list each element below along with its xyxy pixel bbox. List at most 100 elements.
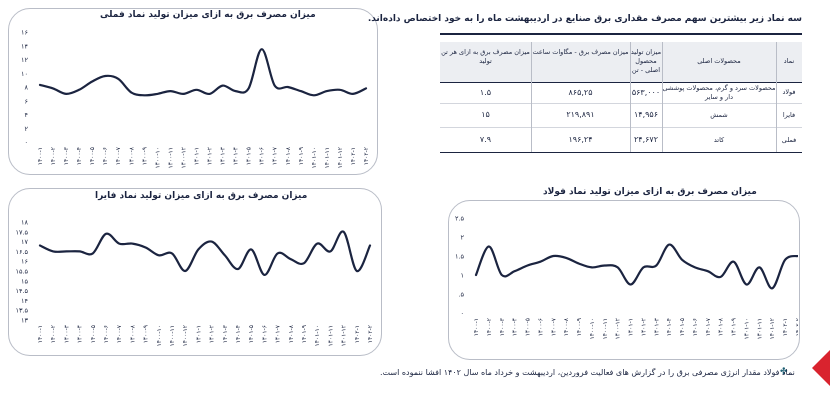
y-tick-label: ۶ <box>25 97 29 105</box>
x-tick-label: ۱۴۰۰-۳ <box>499 317 506 336</box>
x-tick-label: ۱۴۰۰-۹ <box>143 325 150 343</box>
x-tick-label: ۱۴۰۱-۹ <box>301 325 308 343</box>
x-tick-label: ۱۴۰۱-۱ <box>195 325 202 343</box>
table-cell-consumption: ۱۹۶,۲۴ <box>568 135 593 144</box>
x-tick-label: ۱۴۰۱-۴ <box>233 147 240 165</box>
x-tick-label: ۱۴۰۱-۹ <box>731 318 738 336</box>
x-tick-label: ۱۴۰۰-۱۲ <box>182 325 189 347</box>
x-tick-label: ۱۴۰۱-۷ <box>275 324 282 343</box>
y-tick-label: ۱۶ <box>21 29 28 37</box>
faira-series-line <box>38 230 372 276</box>
table-col-divider <box>662 42 663 152</box>
x-tick-label: ۱۴۰۰-۱۰ <box>589 318 596 340</box>
y-tick-label: ۱۵ <box>21 277 28 285</box>
table-header-cell: میزان تولید محصول اصلی - تن <box>630 48 662 74</box>
x-tick-label: ۱۴۰۱-۱۲ <box>337 147 344 169</box>
x-tick-label: ۱۴۰۰-۶ <box>103 325 110 343</box>
x-tick-label: ۱۴۰۱-۱۱ <box>756 318 763 340</box>
x-tick-label: ۱۴۰۱-۵ <box>679 318 686 336</box>
x-tick-label: ۱۴۰۱-۹ <box>298 147 305 165</box>
x-tick-label: ۱۴۰۰-۹ <box>576 318 583 336</box>
table-cell-product: کاتد <box>713 136 725 144</box>
table-col-divider <box>776 42 777 152</box>
table-row-divider <box>440 127 802 128</box>
table-header-cell: نماد <box>783 57 795 65</box>
y-tick-label: ۱۷ <box>21 238 28 246</box>
x-tick-label: ۱۴۰۰-۱۱ <box>169 325 176 347</box>
chart-fameli: ۰ ۲ ۴ ۶ ۸ ۱۰ ۱۲ ۱۴ ۱۶ ۱۴۰۰-۱ ۱۴۰۰-۲ ۱۴۰۰-۳ ۱۴۰۰-۴ ۱۴۰… <box>21 29 370 169</box>
x-tick-label: ۱۴۰۱-۷ <box>272 146 279 165</box>
x-tick-label: ۱۴۰۱-۳ <box>220 146 227 165</box>
y-tick-label: ۰ <box>461 310 465 318</box>
x-tick-label: ۱۴۰۱-۱۱ <box>327 325 334 347</box>
table-caption: سه نماد زیر بیشترین سهم مصرف مقداری برق … <box>367 14 802 24</box>
x-tick-label: ۱۴۰۰-۱ <box>37 147 44 165</box>
x-tick-label: ۱۴۰۱-۱۱ <box>324 147 331 169</box>
x-tick-label: ۱۴۰۰-۸ <box>129 324 136 343</box>
chart-panel-faira <box>8 188 382 356</box>
y-tick-label: ۴ <box>25 111 29 119</box>
x-tick-label: ۱۴۰۰-۵ <box>89 147 96 165</box>
x-tick-label: ۱۴۰۱-۶ <box>259 147 266 165</box>
chart-title-foolad: میزان مصرف برق به ازای میزان تولید نماد … <box>543 187 757 197</box>
x-tick-label: ۱۴۰۲-۱ <box>354 325 361 343</box>
x-tick-label: ۱۴۰۰-۳ <box>63 146 70 165</box>
x-tick-label: ۱۴۰۱-۳ <box>653 317 660 336</box>
table-cell-per-ton: ۱۵ <box>481 110 490 119</box>
x-tick-label: ۱۴۰۱-۲ <box>209 325 216 343</box>
table-row-divider <box>440 103 802 104</box>
x-tick-label: ۱۴۰۰-۶ <box>537 318 544 336</box>
x-tick-label: ۱۴۰۰-۱۲ <box>615 318 622 340</box>
table-cell-per-ton: ۱.۵ <box>479 88 492 97</box>
x-tick-label: ۱۴۰۰-۲ <box>486 318 493 336</box>
table-cell-symbol: فایرا <box>782 111 796 119</box>
x-tick-label: ۱۴۰۱-۶ <box>261 325 268 343</box>
x-tick-label: ۱۴۰۰-۱۱ <box>602 318 609 340</box>
y-tick-label: ۰ <box>25 139 29 147</box>
page-corner-marker <box>812 350 830 386</box>
y-tick-label: ۱۶ <box>21 258 28 266</box>
y-tick-label: ۱۶.۵ <box>15 248 28 256</box>
x-tick-label: ۱۴۰۰-۱۰ <box>156 325 163 347</box>
y-tick-label: ۸ <box>25 84 29 92</box>
y-tick-label: ۱۴ <box>21 297 28 305</box>
x-tick-label: ۱۴۰۱-۱۰ <box>311 147 318 169</box>
x-tick-label: ۱۴۰۲-۲ <box>363 147 370 165</box>
x-tick-label: ۱۴۰۱-۴ <box>235 325 242 343</box>
x-tick-label: ۱۴۰۱-۱ <box>193 147 200 165</box>
x-tick-label: ۱۴۰۰-۲ <box>50 325 57 343</box>
chart-panel-foolad <box>448 200 800 360</box>
x-tick-label: ۱۴۰۱-۲ <box>640 318 647 336</box>
x-tick-label: ۱۴۰۰-۴ <box>77 325 84 343</box>
table-cell-per-ton: ۷.۹ <box>479 135 492 144</box>
x-tick-label: ۱۴۰۲-۲ <box>795 318 798 336</box>
table-cell-symbol: فولاد <box>782 88 796 96</box>
y-tick-label: ۲ <box>461 234 465 242</box>
table-header-cell: میزان مصرف برق - مگاوات ساعت <box>532 48 629 56</box>
y-tick-label: ۱۸ <box>21 219 28 227</box>
footnote-bullet-icon: ✤ <box>780 367 788 377</box>
fameli-series-line <box>38 48 368 97</box>
x-tick-label: ۱۴۰۰-۸ <box>128 146 135 165</box>
x-tick-label: ۱۴۰۰-۲ <box>50 147 57 165</box>
x-tick-label: ۱۴۰۱-۸ <box>285 146 292 165</box>
footnote: نماد فولاد مقدار انرژی مصرفی برق را در گ… <box>380 368 795 377</box>
x-tick-label: ۱۴۰۰-۳ <box>63 324 70 343</box>
x-tick-label: ۱۴۰۰-۱۰ <box>154 147 161 169</box>
table-top-rule <box>440 33 802 35</box>
y-tick-label: ۱۳ <box>21 317 28 325</box>
x-tick-label: ۱۴۰۱-۲ <box>207 147 214 165</box>
x-tick-label: ۱۴۰۱-۷ <box>705 317 712 336</box>
chart-title-faira: میزان مصرف برق به ازای میزان تولید نماد … <box>95 191 308 201</box>
table-cell-production: ۱۴,۹۵۶ <box>633 110 659 119</box>
foolad-series-line <box>474 243 798 290</box>
x-tick-label: ۱۴۰۱-۵ <box>246 147 253 165</box>
x-tick-label: ۱۴۰۱-۸ <box>288 324 295 343</box>
table-header-cell: میزان مصرف برق به ازای هر تن تولید <box>441 48 530 65</box>
table-cell-product: شمش <box>710 111 728 119</box>
y-tick-label: ۱۴.۵ <box>15 287 28 295</box>
table-bottom-rule <box>440 152 802 153</box>
x-tick-label: ۱۴۰۰-۶ <box>102 147 109 165</box>
x-tick-label: ۱۴۰۰-۷ <box>115 146 122 165</box>
table-cell-production: ۲۴,۶۷۲ <box>633 135 659 144</box>
